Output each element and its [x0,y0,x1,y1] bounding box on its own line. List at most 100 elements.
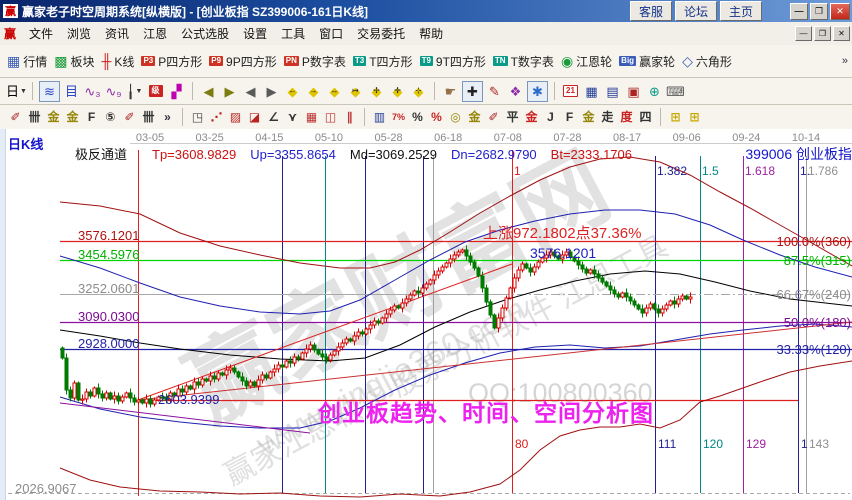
menu-item-9[interactable]: 帮助 [419,27,444,41]
save-button[interactable]: ▣ [624,82,643,101]
menu-item-7[interactable]: 窗口 [319,27,344,41]
wave3-button[interactable]: ∿₃ [83,82,102,101]
draw-tool-3[interactable]: 金 [66,110,79,124]
draw-tool-10[interactable]: ◳ [191,110,204,124]
menu-item-0[interactable]: 文件 [29,27,54,41]
menu-item-2[interactable]: 资讯 [105,27,130,41]
draw-tool-13[interactable]: ◪ [248,110,261,124]
level-button[interactable]: 级 [146,82,165,101]
pan-left-button[interactable]: ◆ ← [283,82,302,101]
list-view-button[interactable]: 目 [62,82,81,101]
crosshair-tool-button[interactable]: ✚ [462,80,483,102]
p-square-button[interactable]: P3 P四方形 [141,53,202,70]
candlestick [396,305,401,309]
draw-tool-34[interactable]: 四 [639,110,652,124]
calculator-button[interactable]: ▦ [582,82,601,101]
minimize-button[interactable]: — [790,2,808,20]
customer-service-button[interactable]: 客服 [629,1,672,21]
forum-button[interactable]: 论坛 [674,1,717,21]
draw-tool-4[interactable]: F [87,110,96,124]
homepage-button[interactable]: 主页 [719,1,762,21]
9t-square-button[interactable]: T9 9T四方形 [419,53,486,70]
kline-button[interactable]: ╫ K线 [102,53,135,70]
draw-tool-18[interactable]: ∥ [346,110,353,124]
remote-button[interactable]: ⌨ [666,82,685,101]
draw-tool-12[interactable]: ▨ [229,110,242,124]
notes-button[interactable]: ▤ [603,82,622,101]
draw-tool-16[interactable]: ▦ [305,110,318,124]
reset-view-button[interactable]: ◆ ⊹ [409,82,428,101]
draw-tool-22[interactable]: % [412,110,423,124]
draw-tool-29[interactable]: J [547,110,554,124]
child-restore-button[interactable]: ❐ [814,26,831,41]
pan-right-button[interactable]: ◆ → [304,82,323,101]
wave-overlay-button[interactable]: ≋ [39,80,60,102]
draw-tool-15[interactable]: ⋎ [287,110,298,124]
draw-tool-37[interactable]: ⊞ [689,110,700,124]
smart-analysis-button[interactable]: ✱ [527,80,548,102]
goto-first-button[interactable]: ◀ [199,82,218,101]
draw-tool-32[interactable]: 走 [601,110,614,124]
zoom-in-button[interactable]: ◆ ↦ [346,82,365,101]
draw-tool-21[interactable]: 7% [391,111,405,122]
draw-tool-8[interactable]: » [164,110,171,124]
draw-tool-33[interactable]: 度 [620,110,633,124]
draw-tool-14[interactable]: ∠ [268,110,279,124]
full-range-button[interactable]: ◆ ✛ [388,82,407,101]
calendar-button[interactable]: 21 [561,82,580,101]
gann-wheel-button[interactable]: ◉ 江恩轮 [561,53,612,70]
trendline-tool-button[interactable]: ✎ [485,82,504,101]
draw-tool-17[interactable]: ◫ [324,110,337,124]
gann-shape-button[interactable]: ❖ [506,82,525,101]
toolbar-overflow-button[interactable]: » [841,55,848,67]
draw-tool-27[interactable]: 平 [506,110,519,124]
t-table-button[interactable]: TN T数字表 [492,53,554,70]
single-kline-button[interactable]: ╽ ▼ [125,82,144,101]
fit-button[interactable]: ◆ ✢ [367,82,386,101]
menu-item-6[interactable]: 工具 [281,27,306,41]
t-square-button[interactable]: T3 T四方形 [352,53,413,70]
draw-tool-2[interactable]: 金 [47,110,60,124]
close-button[interactable]: ✕ [830,2,850,20]
menu-item-8[interactable]: 交易委托 [357,27,406,41]
menu-item-5[interactable]: 设置 [243,27,268,41]
draw-tool-26[interactable]: ✐ [488,110,499,124]
chart-panel[interactable] [0,129,852,500]
draw-tool-25[interactable]: 金 [468,110,481,124]
draw-tool-30[interactable]: F [565,110,574,124]
hexagon-button[interactable]: ◇ 六角形 [682,53,732,70]
menu-item-1[interactable]: 浏览 [67,27,92,41]
draw-tool-24[interactable]: ◎ [450,110,461,124]
next-bar-button[interactable]: ▶ [262,82,281,101]
maximize-button[interactable]: ❐ [810,2,828,20]
menu-item-3[interactable]: 江恩 [143,27,168,41]
draw-tool-11[interactable]: ⋰ [210,110,223,124]
sectors-button[interactable]: ▩ 板块 [54,53,94,70]
child-close-button[interactable]: ✕ [833,26,850,41]
winner-wheel-button[interactable]: Big 赢家轮 [619,53,675,70]
draw-tool-28[interactable]: 金 [525,110,538,124]
draw-tool-5[interactable]: ⑤ [105,110,116,124]
draw-tool-1[interactable]: 卌 [28,110,41,124]
network-button[interactable]: ⊕ [645,82,664,101]
hand-tool-button[interactable]: ☛ [441,82,460,101]
draw-tool-23[interactable]: % [431,110,442,124]
zoom-out-button[interactable]: ◆ ↔ [325,82,344,101]
draw-tool-36[interactable]: ⊞ [670,110,681,124]
child-minimize-button[interactable]: — [795,26,812,41]
draw-tool-0[interactable]: ✐ [10,110,21,124]
draw-tool-31[interactable]: 金 [582,110,595,124]
quotes-button[interactable]: ▦ 行情 [7,53,47,70]
wave9-button[interactable]: ∿₉ [104,82,123,101]
menu-item-4[interactable]: 公式选股 [181,27,230,41]
draw-tool-7[interactable]: 卌 [142,110,155,124]
calendar-icon: 21 [563,85,578,97]
period-daily-button[interactable]: 日 ▼ [6,82,27,101]
9p-square-button[interactable]: P9 9P四方形 [209,53,277,70]
goto-last-button[interactable]: ▶ [220,82,239,101]
color-chart-button[interactable]: ▞ [167,82,186,101]
prev-bar-button[interactable]: ◀ [241,82,260,101]
p-table-button[interactable]: PN P数字表 [283,53,346,70]
draw-tool-6[interactable]: ✐ [124,110,135,124]
draw-tool-20[interactable]: ▥ [373,110,386,124]
